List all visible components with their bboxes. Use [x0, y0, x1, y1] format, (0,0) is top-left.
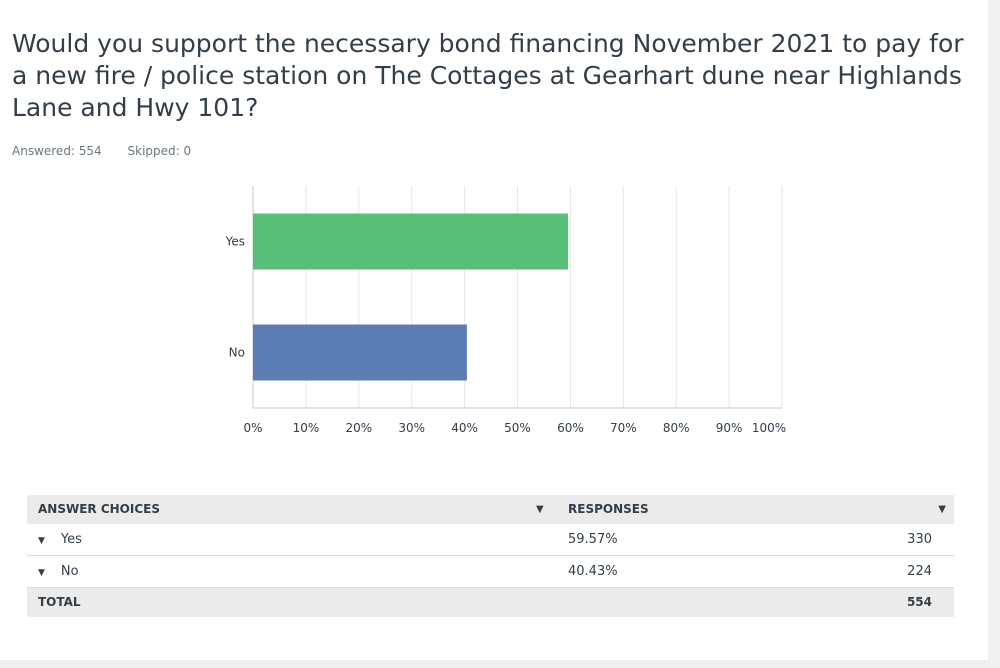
x-tick-label: 100%: [752, 421, 786, 435]
bar-chart: 0% 10% 20% 30% 40% 50% 60% 70% 80% 90% 100% Yes No: [225, 186, 786, 435]
total-label: TOTAL: [38, 595, 81, 609]
table-row: ▼ No 40.43% 224: [27, 556, 954, 588]
total-count: 554: [906, 595, 932, 609]
count-cell: 224: [907, 564, 932, 579]
response-stats: Answered: 554 Skipped: 0: [12, 144, 213, 158]
caret-down-icon[interactable]: ▼: [38, 568, 45, 578]
x-tick-label: 20%: [345, 421, 372, 435]
choice-cell: ▼ Yes: [38, 524, 82, 557]
bar-no: [253, 324, 467, 381]
caret-down-icon[interactable]: ▼: [536, 504, 544, 515]
answer-choices-header[interactable]: ANSWER CHOICES: [38, 502, 160, 516]
x-tick-label: 0%: [243, 421, 262, 435]
bar-yes: [253, 213, 569, 270]
x-tick-label: 10%: [293, 421, 320, 435]
x-tick-label: 40%: [451, 421, 478, 435]
choice-label: Yes: [60, 532, 82, 547]
x-tick-label: 80%: [663, 421, 690, 435]
table-row: ▼ Yes 59.57% 330: [27, 524, 954, 556]
count-cell: 330: [907, 532, 932, 547]
x-tick-label: 90%: [716, 421, 743, 435]
question-title: Would you support the necessary bond fin…: [12, 29, 964, 122]
question-card: Would you support the necessary bond fin…: [0, 0, 988, 660]
table-total-row: TOTAL 554: [27, 588, 954, 617]
responses-header[interactable]: RESPONSES: [568, 502, 649, 516]
x-tick-label: 60%: [557, 421, 584, 435]
x-tick-label: 30%: [398, 421, 425, 435]
choice-label: No: [60, 564, 79, 579]
percent-cell: 59.57%: [568, 532, 618, 547]
x-tick-label: 70%: [610, 421, 637, 435]
answered-count: Answered: 554: [12, 144, 102, 158]
skipped-count: Skipped: 0: [127, 144, 192, 158]
percent-cell: 40.43%: [568, 564, 618, 579]
caret-down-icon[interactable]: ▼: [938, 504, 946, 515]
choice-cell: ▼ No: [38, 556, 79, 589]
caret-down-icon[interactable]: ▼: [38, 536, 45, 546]
category-label: No: [229, 346, 245, 360]
category-label: Yes: [225, 235, 245, 249]
x-tick-label: 50%: [504, 421, 531, 435]
answer-table: ANSWER CHOICES ▼ RESPONSES ▼ ▼ Yes 59.57%…: [27, 495, 954, 617]
table-header: ANSWER CHOICES ▼ RESPONSES ▼: [27, 495, 954, 524]
